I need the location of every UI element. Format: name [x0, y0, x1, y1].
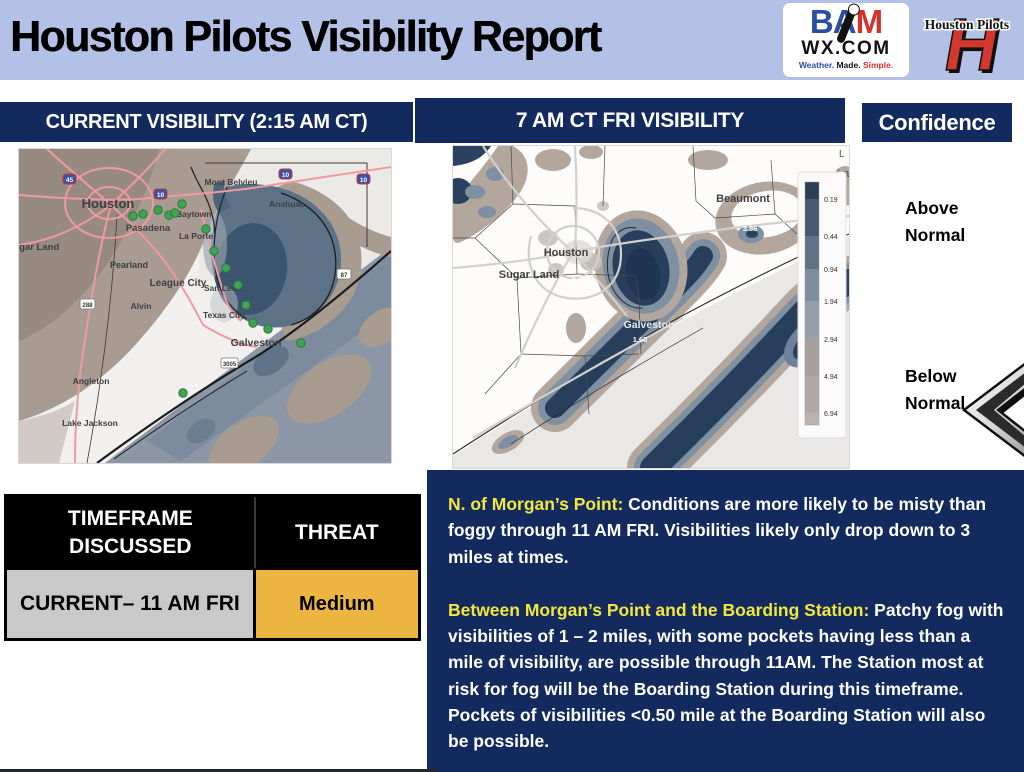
city-label: Houston — [82, 196, 135, 211]
visibility-value: 3.86 — [743, 224, 758, 233]
legend-tick: 0.44 — [824, 234, 838, 241]
city-label: Houston — [544, 247, 589, 259]
city-label: Beaumont — [716, 193, 770, 205]
forecast-discussion: N. of Morgan’s Point: Conditions are mor… — [427, 470, 1024, 772]
svg-text:10: 10 — [360, 177, 368, 184]
page-title: Houston Pilots Visibility Report — [10, 12, 602, 61]
legend-tick: 1.94 — [824, 299, 838, 306]
city-label: Galveston — [624, 319, 675, 331]
current-visibility-header: CURRENT VISIBILITY (2:15 AM CT) — [0, 102, 413, 142]
svg-text:10: 10 — [157, 192, 165, 199]
table-header-timeframe: TIMEFRAME DISCUSSED — [7, 497, 256, 568]
forecast-visibility-header: 7 AM CT FRI VISIBILITY — [415, 98, 845, 143]
discussion-body: Conditions are more likely to be misty t… — [448, 494, 987, 567]
legend-tick: 0.94 — [824, 267, 838, 274]
city-label: Baytown — [176, 209, 211, 219]
city-label: Galveston — [231, 337, 282, 349]
city-label: Alvin — [131, 301, 152, 311]
forecast-visibility-map: Houston Sugar Land Beaumont Galveston 5.… — [452, 145, 850, 469]
houston-pilots-name: Houston Pilots — [925, 17, 1009, 32]
table-cell-timeframe: CURRENT– 11 AM FRI — [7, 568, 256, 638]
threat-table: TIMEFRAME DISCUSSED THREAT CURRENT– 11 A… — [4, 494, 421, 641]
houston-pilots-logo: H H Houston Pilots — [912, 2, 1022, 80]
highways — [19, 149, 391, 463]
city-label: Texas City — [203, 310, 245, 320]
discussion-paragraph: N. of Morgan’s Point: Conditions are mor… — [448, 491, 1004, 570]
city-label: League City — [150, 278, 207, 289]
interstate-shields: 45 10 10 10 — [62, 168, 371, 200]
confidence-below-label: Below Normal — [905, 366, 966, 414]
bamwx-logo: BAM WX.COM Weather. Made. Simple. — [783, 3, 909, 77]
city-label: San Leon — [204, 283, 242, 293]
station-markers — [128, 199, 306, 398]
confidence-pointer-arrow-icon — [961, 362, 1024, 458]
legend-tick: 4.94 — [824, 374, 838, 381]
svg-text:288: 288 — [82, 303, 93, 309]
bamwx-domain: WX.COM — [801, 38, 891, 59]
confidence-header: Confidence — [862, 103, 1012, 142]
discussion-heading: Between Morgan’s Point and the Boarding … — [448, 599, 870, 620]
visibility-value: 5.32 — [572, 274, 587, 283]
visibility-value: 1.60 — [633, 335, 648, 344]
report-header: Houston Pilots Visibility Report BAM WX.… — [0, 0, 1024, 80]
city-label: Pasadena — [126, 223, 171, 234]
bottom-border-strip — [0, 769, 437, 772]
confidence-above-label: Above Normal — [905, 198, 966, 246]
map-edge-label: L — [839, 149, 845, 160]
county-border — [205, 162, 368, 247]
legend-tick: 2.94 — [824, 337, 838, 344]
coastline — [453, 233, 849, 455]
city-label: Sugar Land — [499, 269, 560, 281]
highway-shields: 288 87 3005 — [79, 268, 352, 369]
table-cell-threat: Medium — [255, 568, 418, 638]
houston-pilots-monogram-icon: H H Houston Pilots — [923, 2, 1010, 80]
fog-patch-nw — [453, 146, 528, 243]
discussion-body: Patchy fog with visibilities of 1 – 2 mi… — [448, 599, 1004, 751]
city-label: La Porte — [179, 231, 213, 241]
county-borders — [453, 146, 798, 415]
city-label: Sugar Land — [19, 242, 59, 253]
visibility-legend: 0.19 0.44 0.94 1.94 2.94 4.94 6.94 — [797, 171, 847, 439]
city-label: Lake Jackson — [62, 418, 118, 428]
current-visibility-map: 45 10 10 10 288 87 3005 Houston Mont Bel… — [18, 148, 392, 464]
svg-text:45: 45 — [66, 177, 74, 184]
svg-text:87: 87 — [341, 273, 348, 279]
bamwx-tagline: Weather. Made. Simple. — [798, 60, 894, 70]
confidence-gradient-scale: Above Normal Below Normal — [877, 155, 1008, 464]
svg-text:10: 10 — [282, 172, 290, 179]
discussion-paragraph: Between Morgan’s Point and the Boarding … — [448, 597, 1004, 755]
table-header-threat: THREAT — [255, 497, 418, 568]
svg-text:3005: 3005 — [223, 362, 237, 368]
city-label: Pearland — [110, 260, 148, 270]
discussion-heading: N. of Morgan’s Point: — [448, 494, 624, 514]
legend-tick: 6.94 — [824, 411, 838, 418]
city-label: Angleton — [73, 376, 110, 386]
legend-tick: 0.19 — [824, 197, 838, 204]
city-label: Mont Belvieu — [205, 177, 258, 187]
coastline — [96, 250, 391, 463]
city-label: Anahuac — [269, 199, 305, 209]
